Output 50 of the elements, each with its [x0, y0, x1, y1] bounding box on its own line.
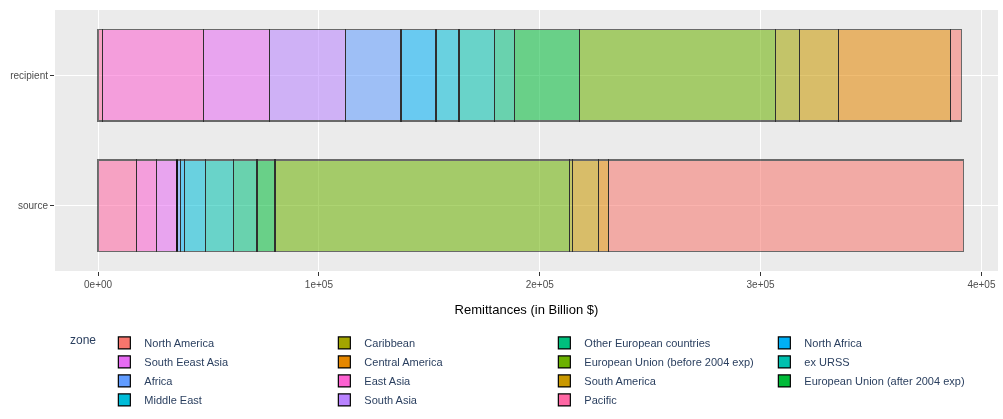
legend-label: Pacific	[584, 394, 618, 407]
bar	[799, 28, 839, 122]
legend-label: East Asia	[364, 375, 412, 388]
bar	[269, 28, 347, 122]
bar	[458, 28, 496, 122]
x-tick-label: 3e+05	[746, 279, 776, 290]
legend-title: zone	[70, 333, 97, 348]
legend-label: Other European countries	[584, 337, 711, 350]
bar	[493, 28, 515, 122]
legend-label: Middle East	[144, 394, 202, 407]
bar	[274, 159, 571, 253]
bar	[135, 159, 157, 253]
legend-label: Africa	[144, 375, 174, 388]
legend-label: South Asia	[364, 394, 418, 407]
bar	[97, 28, 104, 122]
bar	[155, 159, 178, 253]
bar	[184, 159, 206, 253]
bar	[607, 159, 964, 253]
bar	[400, 28, 437, 122]
bar	[571, 159, 599, 253]
legend-label: ex URSS	[804, 356, 850, 369]
legend-label: European Union (before 2004 exp)	[584, 356, 754, 369]
x-tick-label: 4e+05	[967, 279, 996, 290]
bar	[513, 28, 580, 122]
y-tick-label: source	[17, 200, 49, 212]
legend-label: North Africa	[804, 337, 863, 350]
bar	[345, 28, 402, 122]
bar	[256, 159, 276, 253]
legend-label: North America	[144, 337, 215, 350]
x-tick-label: 2e+05	[525, 279, 555, 290]
legend-label: South America	[584, 375, 657, 388]
x-tick-label: 1e+05	[304, 279, 334, 290]
x-tick-label: 0e+00	[84, 279, 113, 290]
bar	[435, 28, 460, 122]
legend-label: South Eeast Asia	[144, 356, 230, 369]
bar	[774, 28, 801, 122]
bar	[101, 28, 205, 122]
bar	[203, 28, 271, 122]
bar	[949, 28, 963, 122]
legend-label: Central America	[364, 356, 444, 369]
bar	[97, 159, 138, 253]
bar	[837, 28, 951, 122]
x-axis-title: Remittances (in Billion $)	[454, 301, 599, 317]
legend-label: Caribbean	[364, 337, 416, 350]
bar	[597, 159, 609, 253]
legend-label: European Union (after 2004 exp)	[804, 375, 965, 388]
y-tick-label: recipient	[10, 69, 49, 81]
bar	[204, 159, 234, 253]
bar	[578, 28, 776, 122]
bar	[232, 159, 258, 253]
